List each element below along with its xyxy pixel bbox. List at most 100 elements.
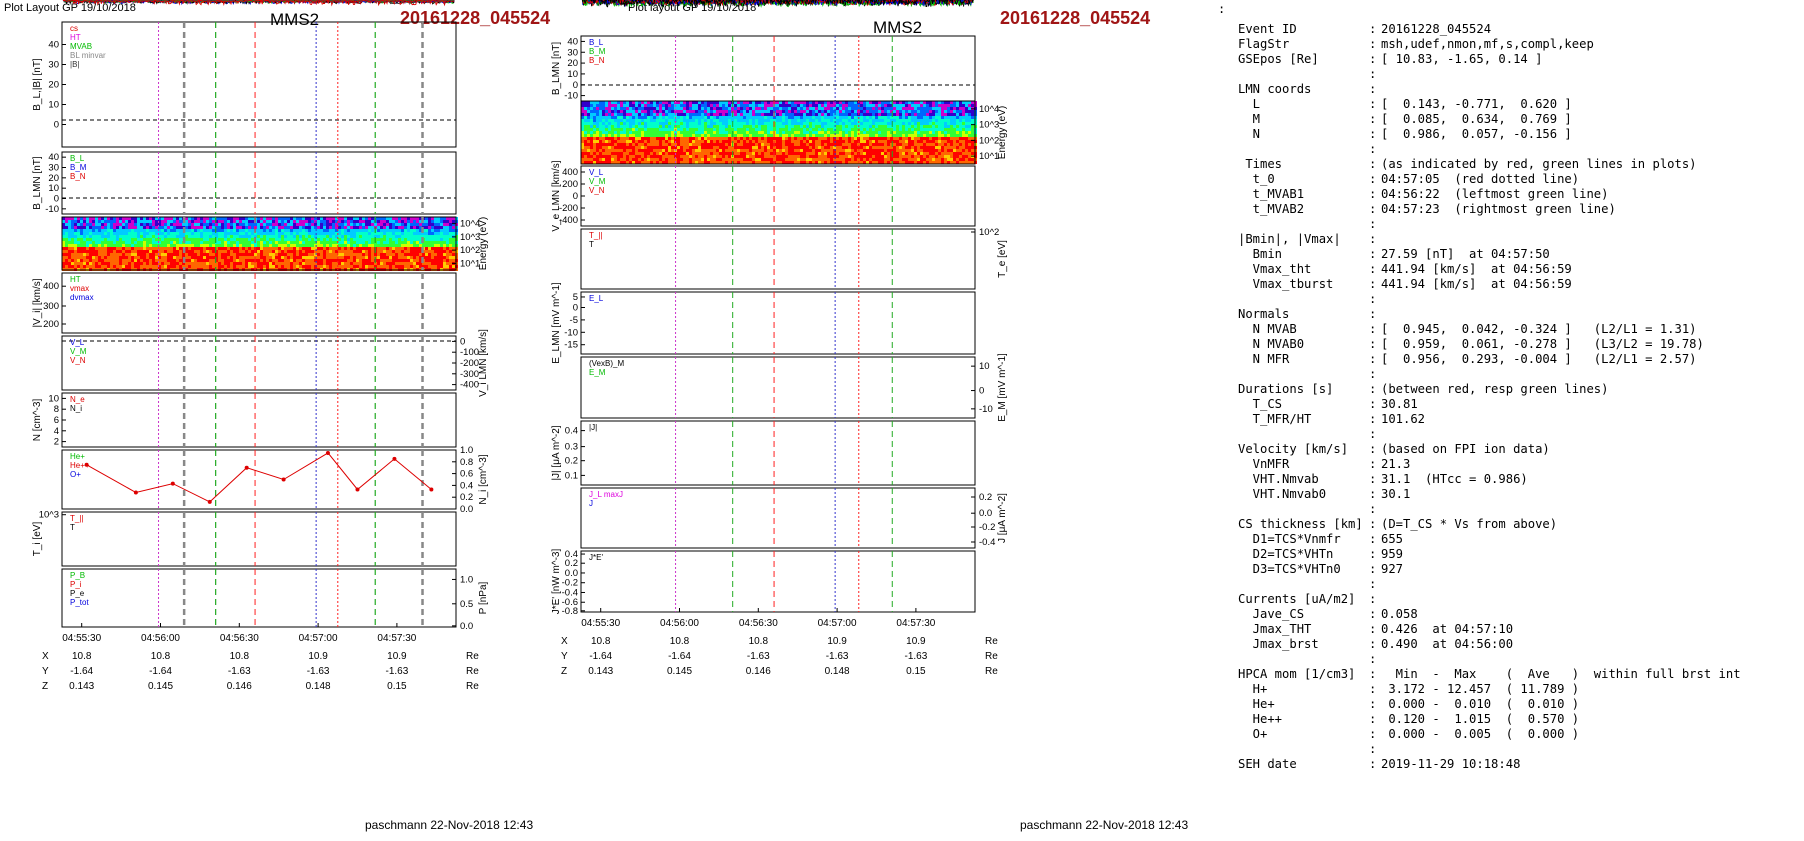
spectrogram-cell	[365, 229, 368, 232]
spectrogram-cell	[329, 235, 332, 238]
spectrogram-cell	[278, 235, 281, 238]
spectrogram-cell	[722, 128, 725, 131]
spectrogram-cell	[731, 116, 734, 119]
spectrogram-cell	[275, 265, 278, 268]
spectrogram-cell	[866, 131, 869, 134]
spectrogram-cell	[83, 220, 86, 223]
spectrogram-cell	[317, 226, 320, 229]
spectrogram-cell	[296, 250, 299, 253]
spectrogram-cell	[827, 116, 830, 119]
spectrogram-cell	[581, 131, 584, 134]
spectrogram-cell	[353, 235, 356, 238]
spectrogram-cell	[617, 110, 620, 113]
spectrogram-cell	[722, 107, 725, 110]
spectrogram-cell	[398, 244, 401, 247]
spectrogram-cell	[326, 223, 329, 226]
spectrogram-cell	[176, 244, 179, 247]
spectrogram-cell	[656, 146, 659, 149]
spectrogram-cell	[698, 101, 701, 104]
spectrogram-cell	[341, 235, 344, 238]
spectrogram-cell	[707, 134, 710, 137]
spectrogram-cell	[644, 134, 647, 137]
spectrogram-cell	[275, 244, 278, 247]
spectrogram-cell	[122, 262, 125, 265]
spectrogram-cell	[239, 220, 242, 223]
spectrogram-cell	[956, 125, 959, 128]
spectrogram-cell	[914, 113, 917, 116]
spectrogram-cell	[356, 262, 359, 265]
spectrogram-cell	[827, 125, 830, 128]
spectrogram-cell	[902, 113, 905, 116]
spectrogram-cell	[905, 122, 908, 125]
spectrogram-cell	[737, 107, 740, 110]
spectrogram-cell	[353, 232, 356, 235]
spectrogram-cell	[719, 122, 722, 125]
spectrogram-cell	[890, 134, 893, 137]
spectrogram-cell	[179, 247, 182, 250]
spectrogram-cell	[344, 238, 347, 241]
spectrogram-cell	[755, 119, 758, 122]
spectrogram-cell	[767, 143, 770, 146]
spectrogram-cell	[269, 238, 272, 241]
spectrogram-cell	[692, 113, 695, 116]
spectrogram-cell	[602, 119, 605, 122]
spectrogram-cell	[884, 122, 887, 125]
spectrogram-cell	[272, 256, 275, 259]
spectrogram-cell	[443, 235, 446, 238]
spectrogram-cell	[902, 104, 905, 107]
spectrogram-cell	[389, 259, 392, 262]
spectrogram-cell	[602, 152, 605, 155]
spectrogram-cell	[287, 223, 290, 226]
spectrogram-cell	[347, 244, 350, 247]
spectrogram-cell	[821, 119, 824, 122]
spectrogram-cell	[839, 128, 842, 131]
spectrogram-cell	[440, 250, 443, 253]
spectrogram-cell	[953, 107, 956, 110]
spectrogram-cell	[104, 217, 107, 220]
spectrogram-cell	[926, 128, 929, 131]
spectrogram-cell	[161, 256, 164, 259]
spectrogram-cell	[143, 265, 146, 268]
spectrogram-cell	[191, 250, 194, 253]
spectrogram-cell	[116, 235, 119, 238]
spectrogram-cell	[110, 256, 113, 259]
legend-entry: B_L	[589, 38, 604, 47]
spectrogram-cell	[800, 104, 803, 107]
spectrogram-cell	[749, 146, 752, 149]
spectrogram-cell	[308, 244, 311, 247]
spectrogram-cell	[413, 238, 416, 241]
spectrogram-cell	[800, 122, 803, 125]
spectrogram-cell	[266, 229, 269, 232]
spectrogram-cell	[191, 220, 194, 223]
spectrogram-cell	[737, 122, 740, 125]
spectrogram-cell	[221, 259, 224, 262]
spectrogram-cell	[869, 134, 872, 137]
spectrogram-cell	[80, 232, 83, 235]
spectrogram-cell	[743, 128, 746, 131]
spectrogram-cell	[206, 241, 209, 244]
spectrogram-cell	[722, 113, 725, 116]
spectrogram-cell	[755, 125, 758, 128]
spectrogram-cell	[164, 256, 167, 259]
spectrogram-cell	[623, 146, 626, 149]
spectrogram-cell	[641, 128, 644, 131]
spectrogram-cell	[185, 217, 188, 220]
spectrogram-cell	[914, 131, 917, 134]
spectrogram-cell	[842, 110, 845, 113]
spectrogram-cell	[806, 125, 809, 128]
spectrogram-cell	[173, 262, 176, 265]
spectrogram-cell	[584, 113, 587, 116]
spectrogram-cell	[191, 226, 194, 229]
spectrogram-cell	[854, 140, 857, 143]
spectrogram-cell	[764, 128, 767, 131]
spectrogram-cell	[827, 134, 830, 137]
spectrogram-cell	[941, 134, 944, 137]
spectrogram-cell	[326, 256, 329, 259]
spectrogram-cell	[236, 241, 239, 244]
spectrogram-cell	[242, 262, 245, 265]
spectrogram-cell	[137, 259, 140, 262]
spectrogram-cell	[893, 131, 896, 134]
spectrogram-cell	[818, 143, 821, 146]
spectrogram-cell	[944, 113, 947, 116]
spectrogram-cell	[968, 119, 971, 122]
